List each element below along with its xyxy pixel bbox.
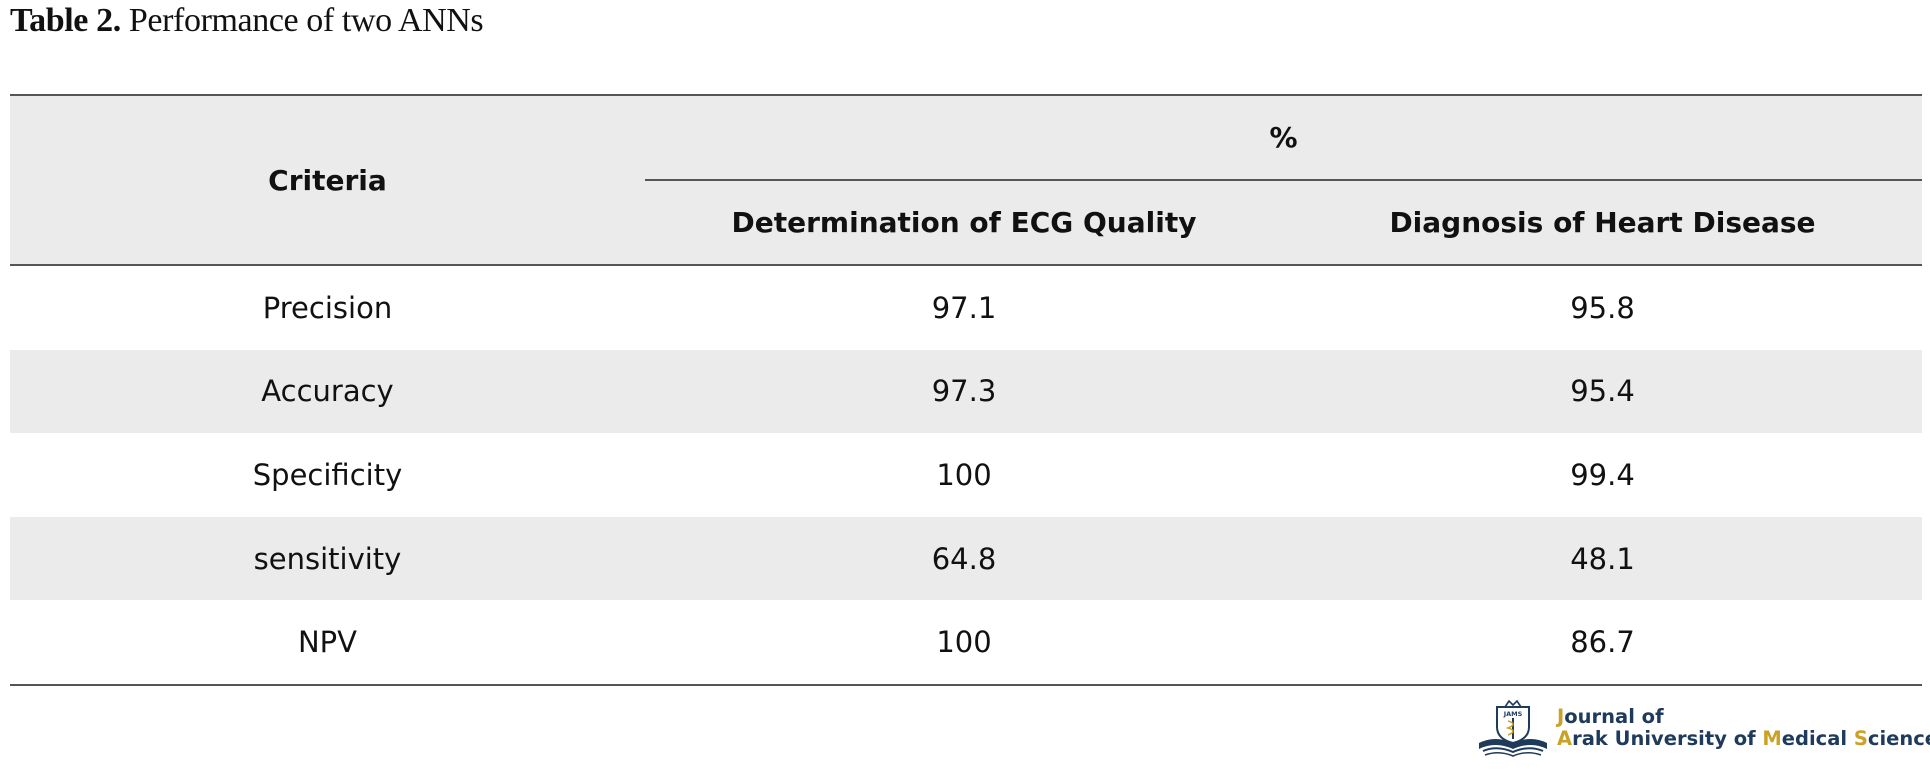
ecg-quality-cell: 97.1	[931, 290, 997, 325]
table-row: Precision 97.1 95.8	[10, 265, 1922, 350]
heart-disease-cell: 95.4	[1570, 374, 1635, 409]
journal-name-line1: Journal of	[1557, 705, 1664, 728]
ecg-quality-cell: 100	[936, 457, 992, 492]
emblem-text: JAMS	[1503, 710, 1523, 718]
table-row: Accuracy 97.3 95.4	[10, 349, 1922, 434]
journal-name: Journal of Arak University of Medical Sc…	[1557, 706, 1930, 750]
ecg-quality-cell: 97.3	[931, 374, 997, 409]
heart-disease-cell: 99.4	[1570, 457, 1635, 492]
journal-emblem-icon: JAMS	[1479, 699, 1547, 757]
heart-disease-cell: 48.1	[1570, 541, 1635, 576]
heart-disease-header: Diagnosis of Heart Disease	[1389, 206, 1816, 239]
criteria-header: Criteria	[268, 163, 387, 197]
criteria-cell: NPV	[297, 625, 358, 660]
caption-text: Performance of two ANNs	[128, 2, 484, 39]
table-caption: Table 2. Performance of two ANNs	[10, 2, 484, 40]
ecg-quality-cell: 100	[936, 625, 992, 660]
criteria-cell: sensitivity	[253, 541, 402, 576]
table-row: NPV 100 86.7	[10, 600, 1922, 685]
journal-name-line2: Arak University of Medical Sciences	[1557, 727, 1930, 750]
heart-disease-cell: 95.8	[1570, 290, 1635, 325]
journal-logo: JAMS Journal of Arak University of Medic…	[1475, 696, 1930, 760]
heart-disease-cell: 86.7	[1570, 625, 1635, 660]
criteria-cell: Accuracy	[261, 374, 394, 409]
table-row: sensitivity 64.8 48.1	[10, 516, 1922, 601]
performance-table: Criteria % Determination of ECG Quality …	[10, 94, 1922, 686]
percent-group-header: %	[645, 95, 1922, 181]
criteria-cell: Precision	[262, 290, 393, 325]
table-body: Precision 97.1 95.8 Accuracy 97.3 95.4 S…	[10, 265, 1922, 685]
table-row: Specificity 100 99.4	[10, 433, 1922, 517]
ecg-quality-cell: 64.8	[931, 541, 997, 576]
criteria-cell: Specificity	[252, 457, 403, 492]
caption-label: Table 2.	[10, 2, 121, 39]
ecg-quality-header: Determination of ECG Quality	[731, 206, 1197, 239]
